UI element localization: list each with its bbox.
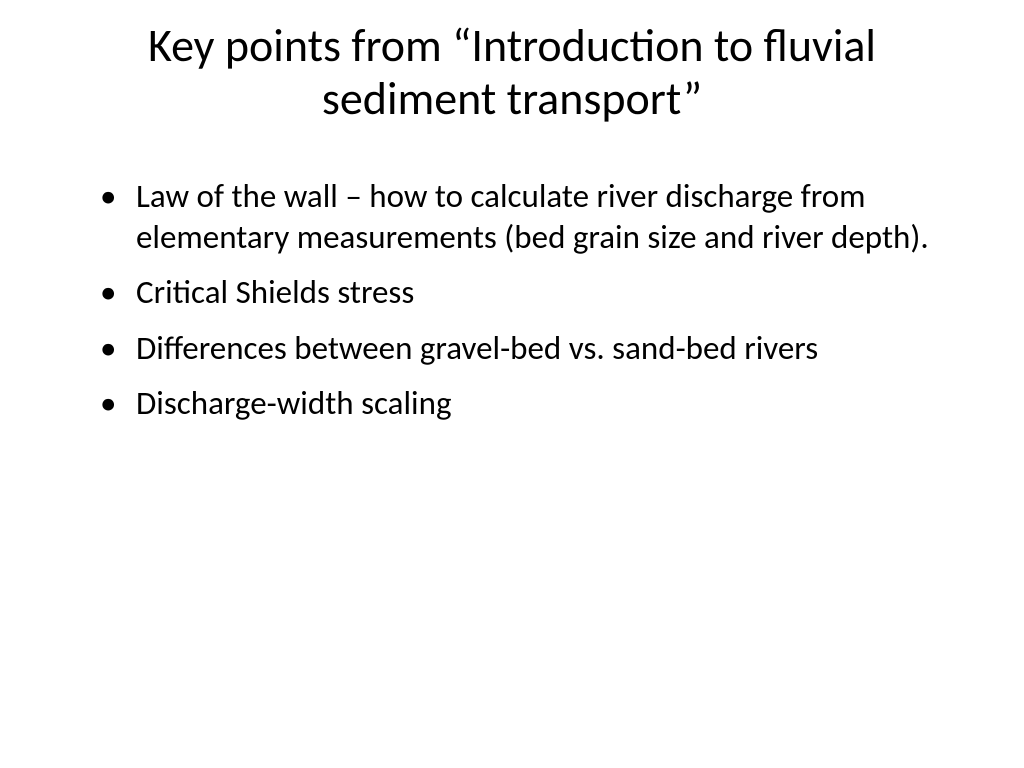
slide-content: Law of the wall – how to calculate river… bbox=[60, 176, 964, 424]
list-item: Critical Shields stress bbox=[100, 272, 964, 313]
list-item: Differences between gravel-bed vs. sand-… bbox=[100, 328, 964, 369]
list-item: Discharge-width scaling bbox=[100, 383, 964, 424]
slide-container: Key points from “Introduction to fluvial… bbox=[0, 0, 1024, 768]
bullet-list: Law of the wall – how to calculate river… bbox=[100, 176, 964, 424]
slide-title: Key points from “Introduction to fluvial… bbox=[60, 20, 964, 126]
list-item: Law of the wall – how to calculate river… bbox=[100, 176, 964, 259]
